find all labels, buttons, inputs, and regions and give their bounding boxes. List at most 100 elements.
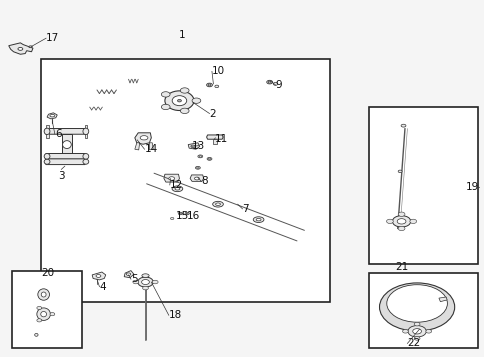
Ellipse shape xyxy=(214,85,218,88)
Ellipse shape xyxy=(400,124,405,127)
Ellipse shape xyxy=(266,80,272,84)
Polygon shape xyxy=(149,143,153,150)
Ellipse shape xyxy=(190,145,195,148)
Ellipse shape xyxy=(172,96,186,106)
Text: 12: 12 xyxy=(169,180,182,190)
Ellipse shape xyxy=(413,337,419,340)
Ellipse shape xyxy=(207,157,212,160)
Text: 5: 5 xyxy=(131,274,137,284)
Ellipse shape xyxy=(133,280,138,284)
Text: 17: 17 xyxy=(46,33,59,43)
Ellipse shape xyxy=(44,128,50,135)
Polygon shape xyxy=(124,271,134,278)
Ellipse shape xyxy=(397,226,404,231)
Text: 20: 20 xyxy=(41,268,54,278)
Text: 13: 13 xyxy=(191,141,204,151)
Ellipse shape xyxy=(212,201,223,207)
Ellipse shape xyxy=(392,216,410,227)
Text: 1: 1 xyxy=(178,30,185,40)
Ellipse shape xyxy=(168,177,174,180)
Ellipse shape xyxy=(35,333,38,336)
Ellipse shape xyxy=(253,217,263,222)
Ellipse shape xyxy=(44,154,50,159)
Ellipse shape xyxy=(50,313,55,316)
Ellipse shape xyxy=(425,330,431,333)
Polygon shape xyxy=(62,134,72,157)
Ellipse shape xyxy=(180,108,189,114)
Ellipse shape xyxy=(208,158,210,160)
Ellipse shape xyxy=(126,273,130,276)
Ellipse shape xyxy=(161,104,170,110)
Ellipse shape xyxy=(38,289,49,300)
Ellipse shape xyxy=(186,213,188,214)
Text: 11: 11 xyxy=(214,134,227,144)
Ellipse shape xyxy=(37,319,42,322)
Ellipse shape xyxy=(137,277,153,287)
Ellipse shape xyxy=(402,330,408,333)
Polygon shape xyxy=(206,135,223,139)
Ellipse shape xyxy=(386,285,446,322)
Ellipse shape xyxy=(62,141,71,149)
Ellipse shape xyxy=(142,274,148,278)
Ellipse shape xyxy=(50,114,55,117)
Polygon shape xyxy=(45,159,86,165)
Ellipse shape xyxy=(272,82,277,85)
Text: 6: 6 xyxy=(55,129,61,139)
Ellipse shape xyxy=(184,212,189,215)
Polygon shape xyxy=(46,125,48,138)
Text: 7: 7 xyxy=(242,204,249,214)
Ellipse shape xyxy=(194,177,199,180)
Bar xyxy=(12,271,82,348)
Bar xyxy=(368,107,477,264)
Ellipse shape xyxy=(41,311,46,317)
Ellipse shape xyxy=(397,170,401,173)
Ellipse shape xyxy=(165,91,194,111)
Polygon shape xyxy=(45,129,86,134)
Ellipse shape xyxy=(44,159,50,164)
Text: 8: 8 xyxy=(201,176,208,186)
Text: 19: 19 xyxy=(465,182,478,192)
Ellipse shape xyxy=(198,156,201,157)
Text: 16: 16 xyxy=(187,211,200,221)
Ellipse shape xyxy=(197,155,202,158)
Polygon shape xyxy=(92,272,106,280)
Ellipse shape xyxy=(378,283,454,331)
Ellipse shape xyxy=(29,46,32,47)
Ellipse shape xyxy=(386,219,393,223)
Polygon shape xyxy=(85,125,87,138)
Ellipse shape xyxy=(396,218,405,224)
Ellipse shape xyxy=(41,292,46,297)
Ellipse shape xyxy=(407,326,425,337)
Ellipse shape xyxy=(37,306,42,310)
Ellipse shape xyxy=(195,166,200,169)
Polygon shape xyxy=(9,43,33,54)
Ellipse shape xyxy=(161,92,170,97)
Ellipse shape xyxy=(412,328,421,334)
Ellipse shape xyxy=(18,47,23,50)
Ellipse shape xyxy=(142,286,148,290)
Ellipse shape xyxy=(179,213,181,214)
Polygon shape xyxy=(213,139,217,144)
Ellipse shape xyxy=(172,186,182,192)
Text: 15: 15 xyxy=(175,211,188,221)
Polygon shape xyxy=(188,143,199,149)
Text: 22: 22 xyxy=(407,338,420,348)
Ellipse shape xyxy=(141,274,149,277)
Text: 10: 10 xyxy=(212,66,225,76)
Ellipse shape xyxy=(37,308,50,321)
Ellipse shape xyxy=(397,212,404,216)
Ellipse shape xyxy=(83,154,89,159)
Ellipse shape xyxy=(180,88,189,93)
Ellipse shape xyxy=(140,136,148,140)
Text: 21: 21 xyxy=(394,262,408,272)
Text: 3: 3 xyxy=(58,171,64,181)
Ellipse shape xyxy=(141,280,149,285)
Ellipse shape xyxy=(206,83,212,87)
Text: 9: 9 xyxy=(275,80,282,90)
Ellipse shape xyxy=(256,218,260,221)
Polygon shape xyxy=(135,143,139,150)
Ellipse shape xyxy=(192,98,200,104)
Ellipse shape xyxy=(215,203,220,206)
Polygon shape xyxy=(438,297,446,302)
Text: 4: 4 xyxy=(99,282,106,292)
